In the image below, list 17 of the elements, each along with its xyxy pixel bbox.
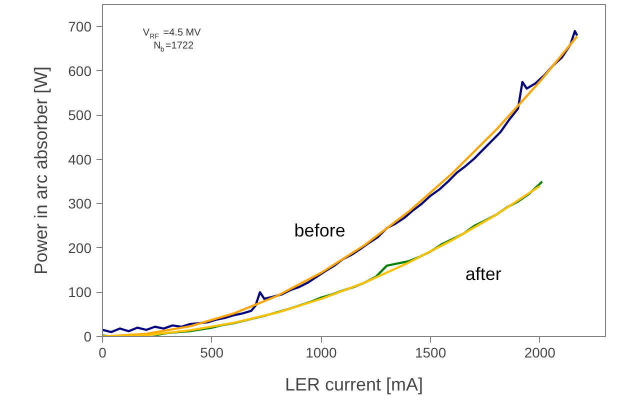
series-label: after <box>465 264 502 284</box>
series-label: before <box>294 220 346 241</box>
x-tick-label: 1500 <box>414 344 446 360</box>
y-axis-title: Power in arc absorber [W] <box>31 66 52 275</box>
y-tick-label: 400 <box>68 151 92 168</box>
x-axis-title: LER current [mA] <box>284 374 424 394</box>
y-tick-label: 200 <box>68 240 92 256</box>
x-tick-label: 500 <box>200 344 224 360</box>
x-tick-label: 1000 <box>306 344 337 360</box>
y-tick-label: 0 <box>84 328 92 344</box>
y-tick-label: 700 <box>68 18 92 35</box>
y-tick-label: 100 <box>68 284 92 300</box>
x-tick-label: 0 <box>98 344 107 360</box>
y-tick-label: 500 <box>68 107 92 124</box>
x-tick-label: 2000 <box>524 344 556 360</box>
y-tick-label: 600 <box>68 62 92 79</box>
y-tick-label: 300 <box>68 196 92 212</box>
